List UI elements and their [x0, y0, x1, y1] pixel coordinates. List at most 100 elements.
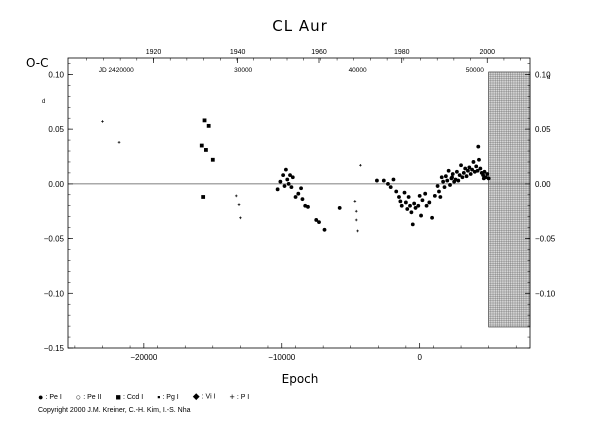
y-tick-label-right: −0.05: [535, 235, 556, 244]
point-pe-i: [424, 203, 429, 208]
y-unit-left: d: [42, 99, 45, 105]
point-pe-i: [486, 176, 491, 181]
y-tick-label-left: 0.00: [48, 180, 64, 189]
point-pe-i: [442, 185, 447, 190]
point-pe-i: [285, 177, 290, 182]
legend-label: : Pe I: [45, 393, 62, 401]
jd-label: JD 2420000: [99, 67, 134, 74]
point-pe-i: [477, 157, 481, 162]
point-pe-i: [470, 167, 474, 172]
jd-label: 50000: [466, 67, 484, 74]
point-pe-i: [405, 207, 410, 211]
point-pe-i: [419, 213, 423, 218]
point-pe-i: [474, 164, 479, 169]
jd-label: 30000: [234, 67, 252, 74]
point-pe-i: [288, 173, 292, 177]
chart-title: CL Aur: [272, 17, 328, 35]
point-pe-i: [406, 195, 411, 199]
legend-label: : P I: [236, 393, 250, 401]
point-pe-i: [317, 220, 321, 225]
point-pe-i: [289, 185, 294, 190]
point-pe-i: [399, 203, 404, 208]
plot-frame: [67, 57, 531, 349]
point-pe-i: [394, 189, 399, 194]
y-tick-label-left: 0.05: [48, 125, 64, 134]
point-pe-i: [435, 184, 440, 188]
point-pe-i: [375, 178, 379, 183]
y-tick-label-left: −0.10: [44, 289, 65, 298]
point-pe-i: [430, 215, 434, 220]
legend-symbol: ▪: [157, 391, 161, 402]
point-pe-i: [413, 206, 418, 210]
point-pe-i: [314, 218, 319, 222]
point-pe-i: [417, 193, 422, 198]
legend-item: ▪: Pg I: [157, 392, 179, 402]
point-pe-i: [275, 187, 280, 192]
point-pe-i: [464, 174, 469, 179]
point-p-i: [117, 140, 121, 144]
point-ccd-i: [199, 143, 204, 148]
year-tick-label: 1980: [394, 49, 410, 56]
point-pe-i: [481, 173, 486, 177]
point-p-i: [101, 120, 104, 123]
point-p-i: [237, 203, 241, 206]
legend-symbol: ●: [38, 391, 44, 402]
point-pe-i: [300, 197, 305, 202]
point-pe-i: [441, 179, 446, 184]
point-p-i: [359, 163, 362, 167]
legend-label: : Pg I: [162, 393, 179, 401]
point-pe-i: [446, 168, 451, 173]
point-pe-i: [420, 198, 425, 203]
point-pe-i: [322, 227, 327, 232]
point-pe-i: [481, 176, 486, 181]
point-pe-i: [460, 175, 465, 180]
point-pe-i: [482, 169, 487, 174]
point-pe-i: [282, 184, 287, 188]
legend-item: ●: Pe I: [38, 392, 62, 402]
point-pe-i: [461, 171, 466, 175]
year-tick-label: 2000: [479, 49, 495, 56]
y-tick-label-right: 0.05: [535, 125, 551, 134]
point-pe-i: [283, 167, 288, 172]
legend-symbol: +: [229, 391, 235, 402]
point-p-i: [354, 218, 358, 222]
point-pe-i: [450, 172, 455, 176]
point-pe-i: [286, 181, 291, 186]
point-pe-i: [471, 160, 476, 164]
y-tick-label-left: −0.05: [44, 235, 65, 244]
point-pe-i: [478, 166, 483, 171]
x-tick-label: −20000: [130, 353, 157, 362]
x-tick-label: 0: [417, 353, 422, 362]
year-tick-label: 1940: [230, 49, 246, 56]
legend-symbol: ◆: [192, 391, 200, 401]
point-pe-i: [306, 204, 310, 209]
point-pe-i: [476, 144, 481, 149]
point-pe-i: [468, 172, 473, 176]
point-pe-i: [410, 222, 415, 227]
point-pe-i: [445, 178, 450, 183]
point-pe-i: [281, 173, 286, 177]
point-pe-i: [290, 175, 295, 180]
legend: ●: Pe I ○: Pe II ■: Ccd I ▪: Pg I ◆: Vi I +: …: [38, 391, 263, 402]
point-pe-i: [439, 175, 444, 180]
point-pe-i: [459, 163, 463, 168]
point-pe-i: [437, 189, 441, 194]
copyright: Copyright 2000 J.M. Kreiner, C.-H. Kim, …: [38, 407, 191, 414]
point-pe-i: [293, 195, 298, 199]
point-pe-i: [485, 172, 490, 176]
point-p-i: [234, 194, 238, 198]
point-pe-i: [408, 203, 412, 208]
point-pe-i: [402, 190, 407, 195]
y-tick-label-right: −0.10: [535, 289, 556, 298]
legend-item: +: P I: [230, 392, 250, 402]
point-p-i: [353, 200, 357, 203]
legend-label: : Ccd I: [122, 393, 144, 401]
legend-label: : Vi I: [201, 393, 216, 401]
point-pe-i: [467, 165, 472, 170]
y-tick-label-left: 0.10: [48, 70, 64, 79]
point-pe-i: [416, 203, 421, 208]
point-pe-i: [403, 200, 408, 205]
point-ccd-i: [204, 148, 208, 152]
prediction-band: [488, 71, 531, 328]
